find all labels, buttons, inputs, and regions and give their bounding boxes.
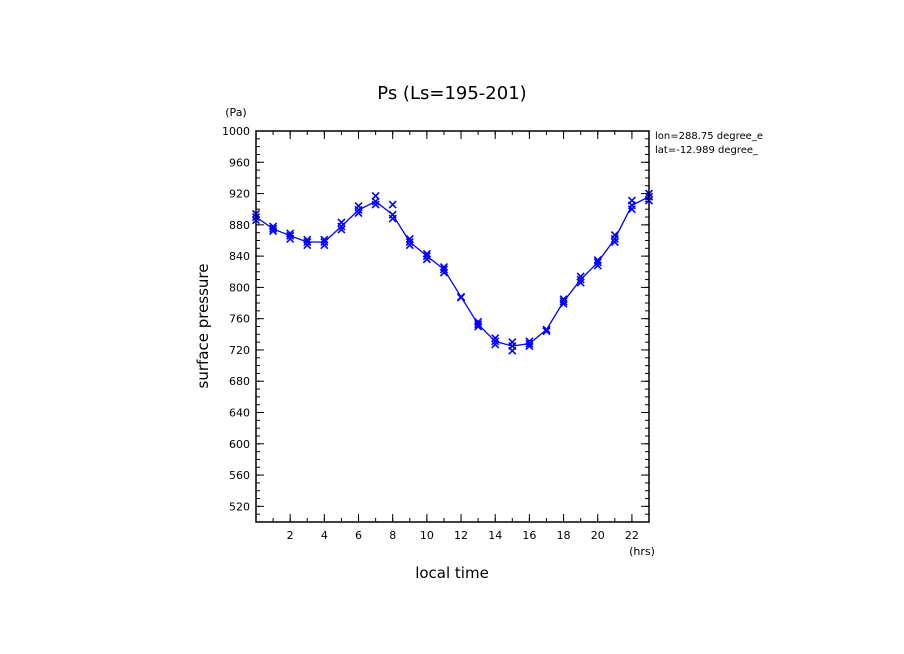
scatter-marker — [576, 272, 585, 281]
y-tick-label: 1000 — [222, 125, 250, 138]
scatter-marker — [320, 235, 329, 244]
scatter-marker — [405, 241, 414, 250]
plot-data — [251, 189, 654, 355]
scatter-marker — [474, 320, 483, 329]
tick-labels: 2 4 6 8 10 12 14 16 18 20 22 520 560 600 640 680 720 760 8… — [222, 125, 639, 542]
scatter-marker — [405, 237, 414, 247]
scatter-marker — [593, 258, 602, 267]
scatter-marker — [559, 297, 568, 306]
scatter-marker — [542, 327, 551, 336]
scatter-marker — [610, 230, 619, 240]
scatter-marker — [286, 229, 295, 238]
annotation-lon: lon=288.75 degree_e — [655, 131, 763, 142]
scatter-marker — [286, 231, 295, 240]
y-axis-label: surface pressure — [194, 264, 212, 389]
scatter-marker — [269, 224, 278, 233]
scatter-marker — [610, 237, 619, 247]
x-tick-label: 18 — [557, 529, 571, 542]
y-tick-label: 760 — [229, 313, 250, 326]
y-tick-label: 680 — [229, 375, 250, 388]
y-unit-label: (Pa) — [225, 106, 246, 119]
scatter-marker — [371, 200, 380, 209]
x-tick-label: 16 — [522, 529, 536, 542]
scatter-marker — [542, 325, 551, 334]
scatter-marker — [627, 196, 636, 205]
scatter-marker — [593, 255, 602, 265]
y-tick-label: 600 — [229, 438, 250, 451]
scatter-marker — [439, 265, 449, 274]
y-tick-label: 840 — [229, 250, 250, 263]
scatter-marker — [337, 225, 346, 234]
x-tick-label: 8 — [389, 529, 396, 542]
x-tick-label: 12 — [454, 529, 468, 542]
scatter-marker — [303, 237, 312, 247]
y-tick-label: 560 — [229, 469, 250, 482]
scatter-marker — [491, 340, 500, 349]
scatter-marker — [525, 339, 534, 348]
y-tick-label: 520 — [229, 500, 250, 513]
y-tick-label: 640 — [229, 407, 250, 420]
x-tick-label: 14 — [488, 529, 502, 542]
scatter-marker — [474, 317, 483, 326]
scatter-marker — [576, 278, 585, 287]
scatter-marker — [371, 191, 380, 200]
scatter-marker — [525, 337, 534, 346]
scatter-marker — [576, 275, 585, 284]
scatter-marker — [422, 252, 431, 261]
scatter-marker — [269, 222, 278, 231]
x-axis-label: local time — [415, 564, 489, 582]
x-tick-label: 2 — [287, 529, 294, 542]
x-tick-label: 22 — [625, 529, 639, 542]
y-tick-label: 960 — [229, 156, 250, 169]
scatter-marker — [405, 234, 414, 243]
scatter-marker — [337, 218, 346, 227]
scatter-marker — [303, 235, 312, 244]
scatter-marker — [388, 210, 397, 219]
scatter-marker — [320, 237, 329, 247]
y-tick-label: 880 — [229, 219, 250, 232]
scatter-marker — [388, 200, 397, 209]
scatter-marker — [354, 209, 363, 218]
scatter-marker — [559, 295, 568, 304]
x-tick-label: 6 — [355, 529, 362, 542]
y-tick-label: 800 — [229, 281, 250, 294]
scatter-marker — [508, 338, 517, 347]
scatter-marker — [456, 292, 466, 301]
annotation-lat: lat=-12.989 degree_ — [655, 145, 759, 156]
series-line — [255, 196, 650, 347]
y-tick-label: 920 — [229, 188, 250, 201]
x-unit-label: (hrs) — [629, 545, 655, 558]
x-tick-label: 20 — [591, 529, 605, 542]
scatter-marker — [491, 334, 500, 343]
scatter-marker — [354, 202, 363, 211]
x-tick-label: 4 — [321, 529, 328, 542]
plot-frame — [255, 130, 650, 523]
y-tick-label: 720 — [229, 344, 250, 357]
chart-title: Ps (Ls=195-201) — [377, 83, 526, 104]
x-tick-label: 10 — [420, 529, 434, 542]
scatter-marker — [491, 337, 500, 346]
scatter-marker — [422, 249, 431, 258]
scatter-marker — [439, 263, 449, 272]
axis-ticks — [256, 130, 649, 522]
